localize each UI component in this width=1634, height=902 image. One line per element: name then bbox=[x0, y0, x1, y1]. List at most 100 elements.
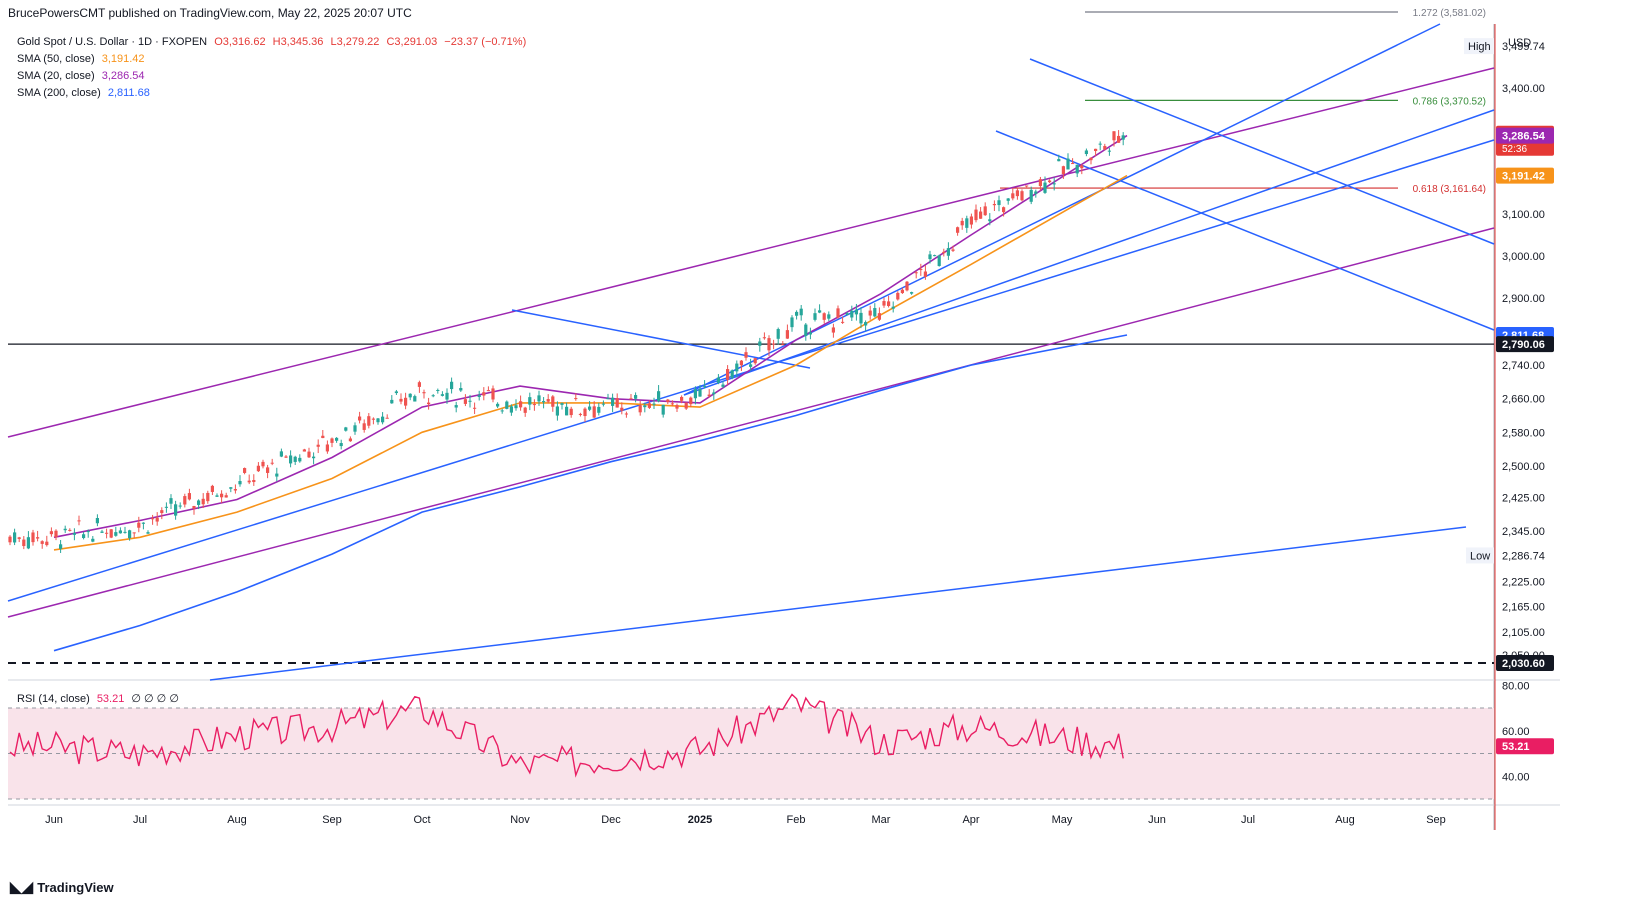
candle-body bbox=[988, 219, 992, 222]
rsi-label-box bbox=[1496, 738, 1554, 755]
time-axis[interactable]: Jun Jul Aug Sep Oct Nov Dec 2025 Feb Mar Apr May Jun… bbox=[45, 814, 1446, 826]
candle-body bbox=[919, 269, 923, 271]
symbol-line: Gold Spot / U.S. Dollar · 1D · FXOPEN O3… bbox=[17, 34, 530, 51]
candle-body bbox=[877, 313, 881, 320]
candle-body bbox=[59, 544, 63, 549]
price-label-box bbox=[1496, 655, 1554, 671]
price-label-text: 3,286.54 bbox=[1502, 131, 1546, 143]
candle-body bbox=[818, 310, 822, 313]
price-tick: 2,105.00 bbox=[1502, 627, 1545, 639]
candle-body bbox=[684, 402, 688, 409]
time-tick: May bbox=[1052, 814, 1073, 826]
indicator-sma20[interactable]: SMA (20, close) 3,286.54 bbox=[17, 68, 530, 85]
candle-body bbox=[445, 392, 449, 400]
candle-body bbox=[965, 218, 969, 228]
candle-body bbox=[45, 541, 49, 546]
candle-body bbox=[795, 311, 799, 316]
candle-body bbox=[799, 308, 803, 316]
rsi-line bbox=[9, 693, 1124, 778]
candle-body bbox=[1015, 190, 1019, 197]
ohlc-close: C3,291.03 bbox=[386, 36, 438, 48]
candle-body bbox=[233, 489, 237, 491]
candle-body bbox=[22, 539, 26, 547]
price-label-box bbox=[1496, 336, 1554, 353]
indicator-sma50[interactable]: SMA (50, close) 3,191.42 bbox=[17, 51, 530, 68]
candle-body bbox=[712, 392, 716, 395]
fib-label: 0.618 (3,161.64) bbox=[1413, 184, 1486, 195]
candle-body bbox=[243, 468, 247, 473]
candle-body bbox=[500, 410, 504, 412]
candle-body bbox=[229, 487, 233, 489]
candle-body bbox=[1006, 198, 1010, 201]
candle-body bbox=[979, 211, 983, 219]
candle-body bbox=[758, 341, 762, 346]
candle-body bbox=[256, 465, 260, 472]
candle-body bbox=[353, 425, 357, 432]
candle-body bbox=[836, 308, 840, 318]
candle-body bbox=[1011, 193, 1015, 199]
candle-body bbox=[344, 427, 348, 431]
rsi-legend[interactable]: RSI (14, close) 53.21 ∅ ∅ ∅ ∅ bbox=[17, 692, 179, 705]
countdown-text: 52:36 bbox=[1502, 144, 1527, 155]
candle-body bbox=[845, 313, 849, 316]
candle-body bbox=[707, 394, 711, 397]
candle-body bbox=[95, 517, 99, 524]
price-axis[interactable]: USD3,400.003,300.003,200.003,100.003,000… bbox=[1413, 8, 1554, 671]
candle-body bbox=[813, 313, 817, 320]
candle-body bbox=[289, 455, 293, 464]
symbol-name: Gold Spot / U.S. Dollar · 1D · FXOPEN bbox=[17, 36, 208, 48]
candle-body bbox=[1107, 150, 1111, 152]
candle-body bbox=[923, 271, 927, 277]
candle-body bbox=[68, 529, 72, 531]
price-tick: 2,425.00 bbox=[1502, 492, 1545, 504]
rsi-value: 53.21 bbox=[96, 693, 125, 705]
candle-body bbox=[266, 467, 270, 473]
candle-body bbox=[174, 504, 178, 516]
indicator-sma200[interactable]: SMA (200, close) 2,811.68 bbox=[17, 85, 530, 102]
price-tick: 2,225.00 bbox=[1502, 576, 1545, 588]
candle-body bbox=[72, 533, 76, 535]
price-tick: 2,740.00 bbox=[1502, 360, 1545, 372]
time-tick: Jun bbox=[45, 814, 63, 826]
candle-body bbox=[109, 529, 113, 538]
candle-body bbox=[307, 451, 311, 458]
candle-body bbox=[992, 203, 996, 206]
candle-body bbox=[624, 413, 628, 415]
candle-body bbox=[781, 344, 785, 346]
candle-body bbox=[657, 391, 661, 402]
candle-body bbox=[1094, 148, 1098, 152]
candle-body bbox=[960, 220, 964, 226]
candle-body bbox=[13, 532, 17, 543]
candle-body bbox=[767, 338, 771, 351]
candle-body bbox=[542, 401, 546, 403]
candle-body bbox=[887, 301, 891, 307]
trendlines bbox=[7, 11, 1495, 681]
candle-body bbox=[1029, 189, 1033, 202]
candle-body bbox=[477, 395, 481, 397]
candle-body bbox=[316, 444, 320, 447]
candle-body bbox=[155, 517, 159, 522]
candle-body bbox=[1061, 166, 1065, 175]
candle-body bbox=[615, 398, 619, 408]
candle-body bbox=[339, 443, 343, 447]
candle-body bbox=[956, 227, 960, 233]
candle-body bbox=[358, 416, 362, 421]
sma-line bbox=[53, 134, 1128, 539]
candle-body bbox=[597, 406, 601, 413]
candle-body bbox=[569, 408, 573, 416]
candle-body bbox=[1002, 207, 1006, 213]
candle-body bbox=[546, 399, 550, 402]
trendline bbox=[1029, 58, 1495, 245]
rsi-pane: 80.00 60.00 40.00 53.21 bbox=[8, 680, 1554, 800]
price-tick: 2,345.00 bbox=[1502, 526, 1545, 538]
candle-body bbox=[298, 457, 302, 462]
candle-body bbox=[238, 481, 242, 485]
candle-body bbox=[279, 451, 283, 457]
candle-body bbox=[302, 449, 306, 452]
candle-body bbox=[128, 530, 132, 539]
candle-body bbox=[160, 510, 164, 514]
candle-body bbox=[335, 437, 339, 441]
candle-body bbox=[371, 418, 375, 420]
tv-icon: ◣◢ bbox=[10, 879, 38, 896]
